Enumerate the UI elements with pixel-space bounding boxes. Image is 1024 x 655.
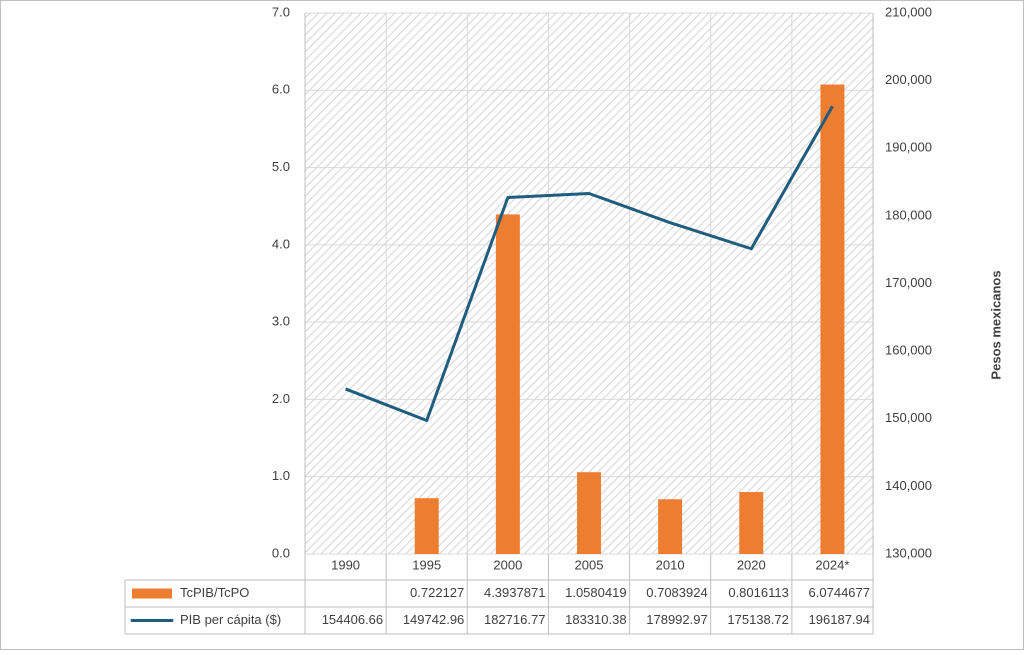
y2-tick-label: 210,000 [885,4,932,19]
y2-tick-label: 130,000 [885,545,932,560]
x-tick-label: 2000 [493,557,522,572]
table-cell: 196187.94 [809,612,870,627]
plot-area [305,13,873,554]
table-cell: 0.8016113 [728,585,789,600]
y-tick-label: 3.0 [272,314,290,329]
y-tick-label: 6.0 [272,82,290,97]
bar [414,498,439,554]
table-cell: 4.3937871 [484,585,545,600]
y-tick-label: 5.0 [272,159,290,174]
y2-tick-label: 170,000 [885,275,932,290]
y2-tick-label: 200,000 [885,72,932,87]
y2-tick-label: 150,000 [885,410,932,425]
table-cell: 154406.66 [322,612,383,627]
table-cell: 178992.97 [646,612,707,627]
table-cell: 0.7083924 [646,585,707,600]
table-cell: 149742.96 [403,612,464,627]
y2-axis-title: Pesos mexicanos [988,270,1003,379]
legend-label: PIB per cápita ($) [180,612,281,627]
bar [739,492,764,554]
x-tick-label: 2005 [575,557,604,572]
line-series [345,105,834,422]
y2-tick-label: 180,000 [885,207,932,222]
bar [658,499,683,554]
y-tick-label: 7.0 [272,4,290,19]
legend-label: TcPIB/TcPO [180,585,249,600]
bar [495,214,520,554]
x-tick-label: 1990 [331,557,360,572]
x-tick-label: 2010 [656,557,685,572]
y2-tick-label: 190,000 [885,140,932,155]
y-tick-label: 4.0 [272,236,290,251]
y-tick-label: 2.0 [272,391,290,406]
x-tick-label: 2024* [815,557,849,572]
x-tick-label: 2020 [737,557,766,572]
table-cell: 183310.38 [565,612,626,627]
legend-swatch [132,588,172,599]
table-cell: 175138.72 [727,612,788,627]
y2-tick-label: 160,000 [885,343,932,358]
bar [820,84,845,554]
y-tick-label: 0.0 [272,545,290,560]
y-tick-label: 1.0 [272,468,290,483]
y2-tick-label: 140,000 [885,478,932,493]
table-cell: 1.0580419 [565,585,626,600]
table-cell: 6.0744677 [809,585,870,600]
bar [577,472,601,554]
x-tick-label: 1995 [412,557,441,572]
table-cell: 0.722127 [410,585,464,600]
table-cell: 182716.77 [484,612,545,627]
